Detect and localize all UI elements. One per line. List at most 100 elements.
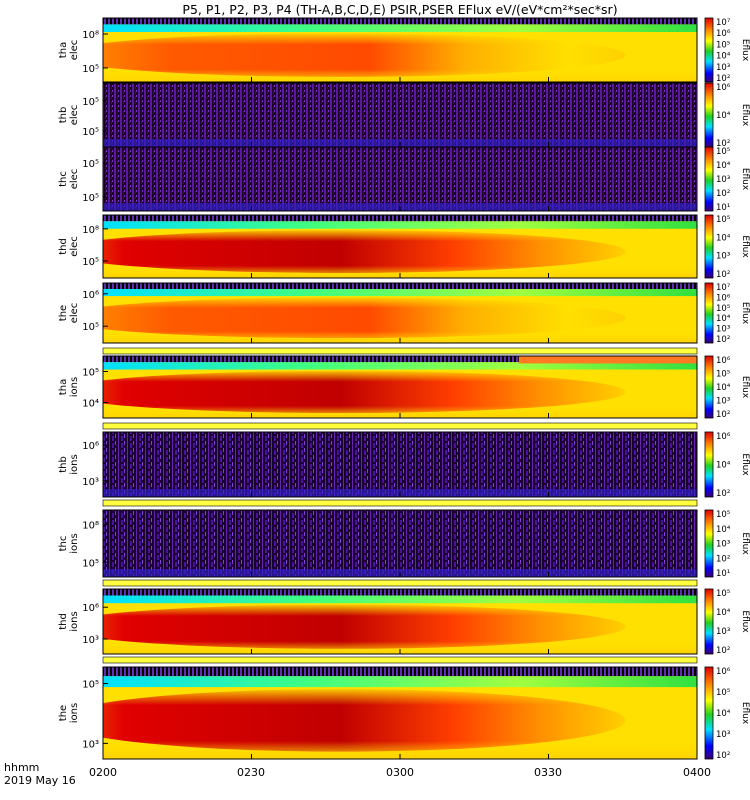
panel-ylabel-species: elec xyxy=(69,236,80,257)
spectrogram-image xyxy=(103,215,697,278)
tick-label-0330: 0330 xyxy=(534,766,562,779)
colorbar-label: Eflux xyxy=(740,235,750,258)
colorbar-tick-label: 10² xyxy=(716,74,730,84)
colorbar-tick-label: 10⁵ xyxy=(716,40,730,50)
y-tick-label: 10³ xyxy=(82,739,99,750)
spectrogram-image xyxy=(103,432,697,497)
spacer-strip xyxy=(102,422,698,430)
colorbar: 10² 10³ 10⁴ 10⁵ 10⁶ Eflux xyxy=(704,666,750,761)
panel-ylabel: the xyxy=(58,705,69,721)
y-tick-label: 10⁵ xyxy=(82,558,99,569)
panel-ylabel: thb xyxy=(58,107,69,124)
tick-label-0300: 0300 xyxy=(386,766,414,779)
spectrogram-image xyxy=(103,83,697,147)
colorbar-label: Eflux xyxy=(740,168,750,191)
y-tick-label: 10⁵ xyxy=(82,64,99,75)
colorbar-tick-label: 10⁵ xyxy=(716,688,730,698)
time-axis-label: hhmm xyxy=(4,761,39,774)
panel-ylabel: tha xyxy=(58,379,69,395)
colorbar-tick-label: 10² xyxy=(716,189,730,199)
panel-ylabel: the xyxy=(58,305,69,321)
panel-ylabel-species: elec xyxy=(69,303,80,324)
y-tick-label: 10⁵ xyxy=(82,159,99,170)
spectrogram-image xyxy=(103,510,697,577)
colorbar-label: Eflux xyxy=(740,610,750,633)
colorbar-label: Eflux xyxy=(740,39,750,62)
colorbar-tick-label: 10⁵ xyxy=(716,304,730,314)
colorbar: 10² 10³ 10⁴ 10⁵ 10⁶ Eflux xyxy=(704,355,750,420)
y-tick-label: 10⁵ xyxy=(82,257,99,268)
spectrogram-image xyxy=(103,283,697,343)
colorbar-tick-label: 10¹ xyxy=(716,569,730,579)
colorbar-tick-label: 10² xyxy=(716,554,730,564)
y-tick-label: 10⁸ xyxy=(82,225,99,236)
colorbar-tick-label: 10⁵ xyxy=(716,147,730,157)
colorbar: 10¹ 10² 10³ 10⁴ 10⁵ Eflux xyxy=(704,509,750,579)
date-label: 2019 May 16 xyxy=(4,774,76,787)
colorbar-tick-label: 10⁴ xyxy=(716,461,731,471)
panel-ylabel-species: elec xyxy=(69,169,80,190)
y-tick-label: 10⁵ xyxy=(82,97,99,108)
colorbar-tick-label: 10⁶ xyxy=(716,293,731,303)
figure-title: P5, P1, P2, P3, P4 (TH-A,B,C,D,E) PSIR,P… xyxy=(182,2,617,17)
y-tick-label: 10⁸ xyxy=(82,30,99,41)
colorbar-tick-label: 10⁷ xyxy=(716,283,731,293)
colorbar-tick-label: 10⁵ xyxy=(716,510,730,520)
colorbar: 10² 10³ 10⁴ 10⁵ Eflux xyxy=(704,214,750,280)
colorbar-tick-label: 10³ xyxy=(716,175,730,185)
y-tick-label: 10⁶ xyxy=(82,290,99,301)
y-tick-label: 10³ xyxy=(82,635,99,646)
colorbar-tick-label: 10⁶ xyxy=(716,83,731,93)
y-tick-label: 10⁶ xyxy=(82,441,99,452)
panel-ylabel-species: ions xyxy=(69,703,80,723)
colorbar-label: Eflux xyxy=(740,376,750,399)
colorbar-tick-label: 10³ xyxy=(716,540,730,550)
colorbar-tick-label: 10² xyxy=(716,139,730,149)
colorbar-tick-label: 10⁴ xyxy=(716,233,731,243)
panel-ylabel-species: ions xyxy=(69,454,80,474)
colorbar-tick-label: 10³ xyxy=(716,252,730,262)
colorbar-tick-label: 10² xyxy=(716,335,730,345)
spacer-strip xyxy=(102,656,698,664)
y-tick-label: 10⁵ xyxy=(82,368,99,379)
panel-ylabel-species: ions xyxy=(69,611,80,631)
panel-ylabel: thc xyxy=(58,171,69,187)
time-axis: hhmm 2019 May 16 0200 0230 0300 0330 040… xyxy=(4,761,711,787)
panel-ylabel-species: elec xyxy=(69,40,80,61)
y-tick-label: 10³ xyxy=(82,477,99,488)
y-tick-label: 10⁵ xyxy=(82,322,99,333)
colorbar-tick-label: 10⁴ xyxy=(716,111,731,121)
colorbar-tick-label: 10² xyxy=(716,410,730,420)
spectrogram-image xyxy=(103,589,697,654)
colorbar-tick-label: 10⁶ xyxy=(716,29,731,39)
y-tick-label: 10⁵ xyxy=(82,193,99,204)
spacer-strip xyxy=(102,499,698,507)
panel-ylabel-species: ions xyxy=(69,377,80,397)
colorbar-tick-label: 10⁶ xyxy=(716,356,731,366)
spacer-strip xyxy=(102,347,698,355)
colorbar-label: Eflux xyxy=(740,532,750,555)
panel-ylabel-species: ions xyxy=(69,533,80,553)
y-tick-label: 10⁵ xyxy=(82,127,99,138)
y-tick-label: 10⁵ xyxy=(82,680,99,691)
colorbar-tick-label: 10⁶ xyxy=(716,432,731,442)
y-tick-label: 10⁴ xyxy=(82,399,99,410)
colorbar-tick-label: 10⁴ xyxy=(716,161,731,171)
colorbar: 10² 10⁴ 10⁶ Eflux xyxy=(704,82,750,149)
colorbar-tick-label: 10³ xyxy=(716,397,730,407)
colorbar-tick-label: 10³ xyxy=(716,627,730,637)
panel-ylabel: thd xyxy=(58,613,69,630)
colorbar-tick-label: 10³ xyxy=(716,63,730,73)
tick-label-0230: 0230 xyxy=(237,766,265,779)
colorbar-tick-label: 10⁴ xyxy=(716,525,731,535)
panel-ylabel: thc xyxy=(58,536,69,552)
spectrogram-image xyxy=(103,667,697,759)
